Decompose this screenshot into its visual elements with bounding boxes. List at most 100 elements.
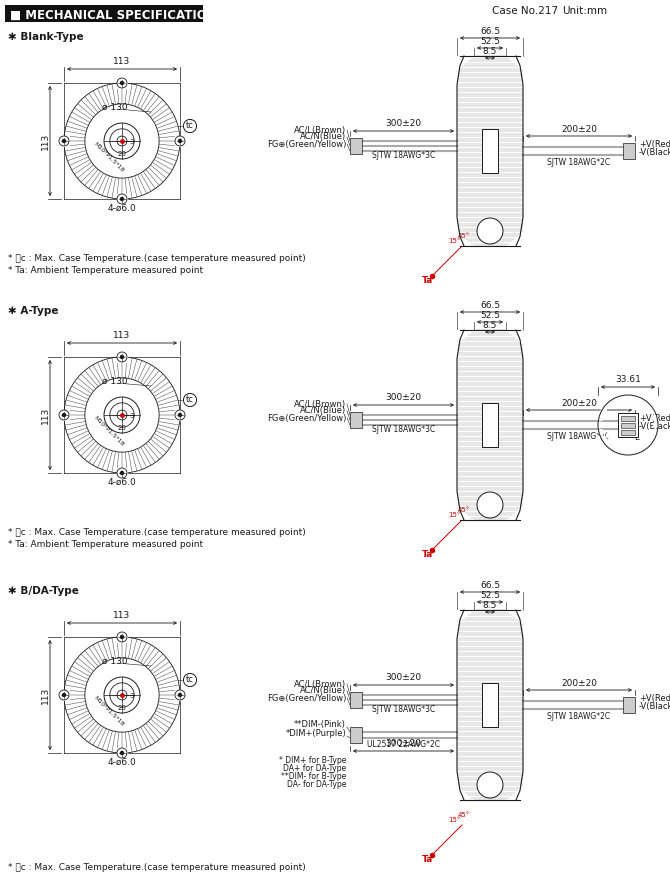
Text: 113: 113 (113, 612, 131, 621)
Text: 113: 113 (40, 686, 50, 704)
Circle shape (104, 397, 140, 433)
Text: 200±20: 200±20 (561, 124, 597, 134)
Text: 3: 3 (129, 413, 133, 419)
Text: 15°: 15° (448, 817, 460, 823)
Bar (175, 136, 185, 146)
Text: ✱ B/DA-Type: ✱ B/DA-Type (8, 586, 79, 596)
Text: 113: 113 (113, 58, 131, 66)
Text: 3: 3 (129, 139, 133, 145)
Text: DA- for DA-Type: DA- for DA-Type (287, 780, 346, 789)
Circle shape (178, 413, 182, 417)
Bar (117, 748, 127, 758)
Text: SJTW 18AWG*3C: SJTW 18AWG*3C (372, 705, 435, 714)
Text: AC/N(Blue): AC/N(Blue) (300, 686, 346, 696)
Circle shape (598, 429, 604, 435)
Text: tc: tc (186, 396, 194, 405)
Circle shape (605, 402, 611, 408)
Bar (623, 417, 635, 433)
Bar (618, 413, 638, 437)
Text: * Ta: Ambient Temperature measured point: * Ta: Ambient Temperature measured point (8, 540, 203, 549)
Bar (621, 422, 635, 427)
Bar (59, 410, 69, 420)
Circle shape (121, 635, 123, 639)
Circle shape (121, 81, 123, 85)
Text: Ta: Ta (422, 276, 433, 285)
Text: Unit:mm: Unit:mm (562, 6, 607, 16)
Text: 45°: 45° (458, 812, 470, 818)
Circle shape (605, 441, 611, 447)
Text: 4-ø6.0: 4-ø6.0 (108, 204, 137, 213)
Circle shape (121, 471, 123, 475)
Text: ø 130: ø 130 (102, 377, 127, 385)
Text: 200±20: 200±20 (561, 399, 597, 407)
Text: 8.5: 8.5 (483, 46, 497, 56)
Text: AC/N(Blue): AC/N(Blue) (300, 406, 346, 415)
Text: 300±20: 300±20 (385, 120, 421, 128)
Circle shape (632, 449, 639, 455)
Text: +V(Red): +V(Red) (639, 694, 670, 703)
Text: * Ⓣc : Max. Case Temperature.(case temperature measured point): * Ⓣc : Max. Case Temperature.(case tempe… (8, 863, 306, 872)
Circle shape (625, 394, 631, 400)
Circle shape (601, 408, 607, 414)
Circle shape (639, 398, 645, 404)
Text: M10*P1.5*18: M10*P1.5*18 (93, 415, 125, 447)
Polygon shape (457, 330, 523, 520)
Text: M10*P1.5*18: M10*P1.5*18 (93, 695, 125, 727)
Bar (623, 697, 635, 713)
Text: AC/N(Blue): AC/N(Blue) (300, 133, 346, 142)
Text: M10*P1.5*18: M10*P1.5*18 (93, 141, 125, 173)
Circle shape (625, 450, 631, 456)
Text: SJTW 18AWG*2C: SJTW 18AWG*2C (547, 158, 610, 167)
Text: 66.5: 66.5 (480, 301, 500, 309)
Text: 20: 20 (117, 425, 127, 431)
Bar (482, 129, 498, 173)
Bar (175, 690, 185, 700)
Circle shape (477, 492, 503, 518)
Text: DA+ for DA-Type: DA+ for DA-Type (283, 764, 346, 773)
Bar (350, 412, 362, 428)
Text: Ta: Ta (422, 550, 433, 559)
Circle shape (632, 395, 639, 401)
Circle shape (618, 449, 624, 455)
Text: UL2517 22AWG*2C: UL2517 22AWG*2C (367, 740, 440, 749)
Text: 52.5: 52.5 (480, 591, 500, 600)
Text: 4-ø6.0: 4-ø6.0 (108, 478, 137, 487)
Text: 45°: 45° (458, 233, 470, 239)
Text: ✱ A-Type: ✱ A-Type (8, 306, 58, 316)
Circle shape (601, 436, 607, 442)
Polygon shape (457, 610, 523, 800)
Text: AC/L(Brown): AC/L(Brown) (294, 679, 346, 689)
Circle shape (606, 431, 614, 439)
Text: 52.5: 52.5 (480, 310, 500, 320)
Text: 300±20: 300±20 (385, 393, 421, 403)
Bar (117, 468, 127, 478)
Circle shape (624, 401, 632, 409)
Circle shape (121, 752, 123, 754)
Text: ø 130: ø 130 (102, 103, 127, 112)
Circle shape (618, 395, 624, 401)
Bar (482, 403, 498, 447)
Text: Ta: Ta (422, 855, 433, 864)
Text: 15°: 15° (448, 238, 460, 244)
Circle shape (639, 447, 645, 452)
Text: 45°: 45° (458, 507, 470, 513)
Text: 20: 20 (117, 150, 127, 156)
Bar (623, 143, 635, 159)
Circle shape (598, 415, 604, 420)
Text: * Ⓣc : Max. Case Temperature.(case temperature measured point): * Ⓣc : Max. Case Temperature.(case tempe… (8, 254, 306, 263)
Circle shape (121, 198, 123, 200)
Circle shape (178, 693, 182, 697)
Bar (5, 5, 203, 22)
Bar (350, 138, 362, 154)
Circle shape (104, 123, 140, 159)
Text: ø 130: ø 130 (102, 657, 127, 666)
Bar (621, 415, 635, 420)
Circle shape (62, 140, 66, 142)
Text: AC/L(Brown): AC/L(Brown) (294, 126, 346, 135)
Bar (117, 352, 127, 362)
Circle shape (652, 415, 658, 420)
Text: 4-ø6.0: 4-ø6.0 (108, 758, 137, 767)
Text: * Ⓣc : Max. Case Temperature.(case temperature measured point): * Ⓣc : Max. Case Temperature.(case tempe… (8, 528, 306, 537)
Bar (482, 683, 498, 727)
Text: **DIM-(Pink): **DIM-(Pink) (294, 720, 346, 729)
